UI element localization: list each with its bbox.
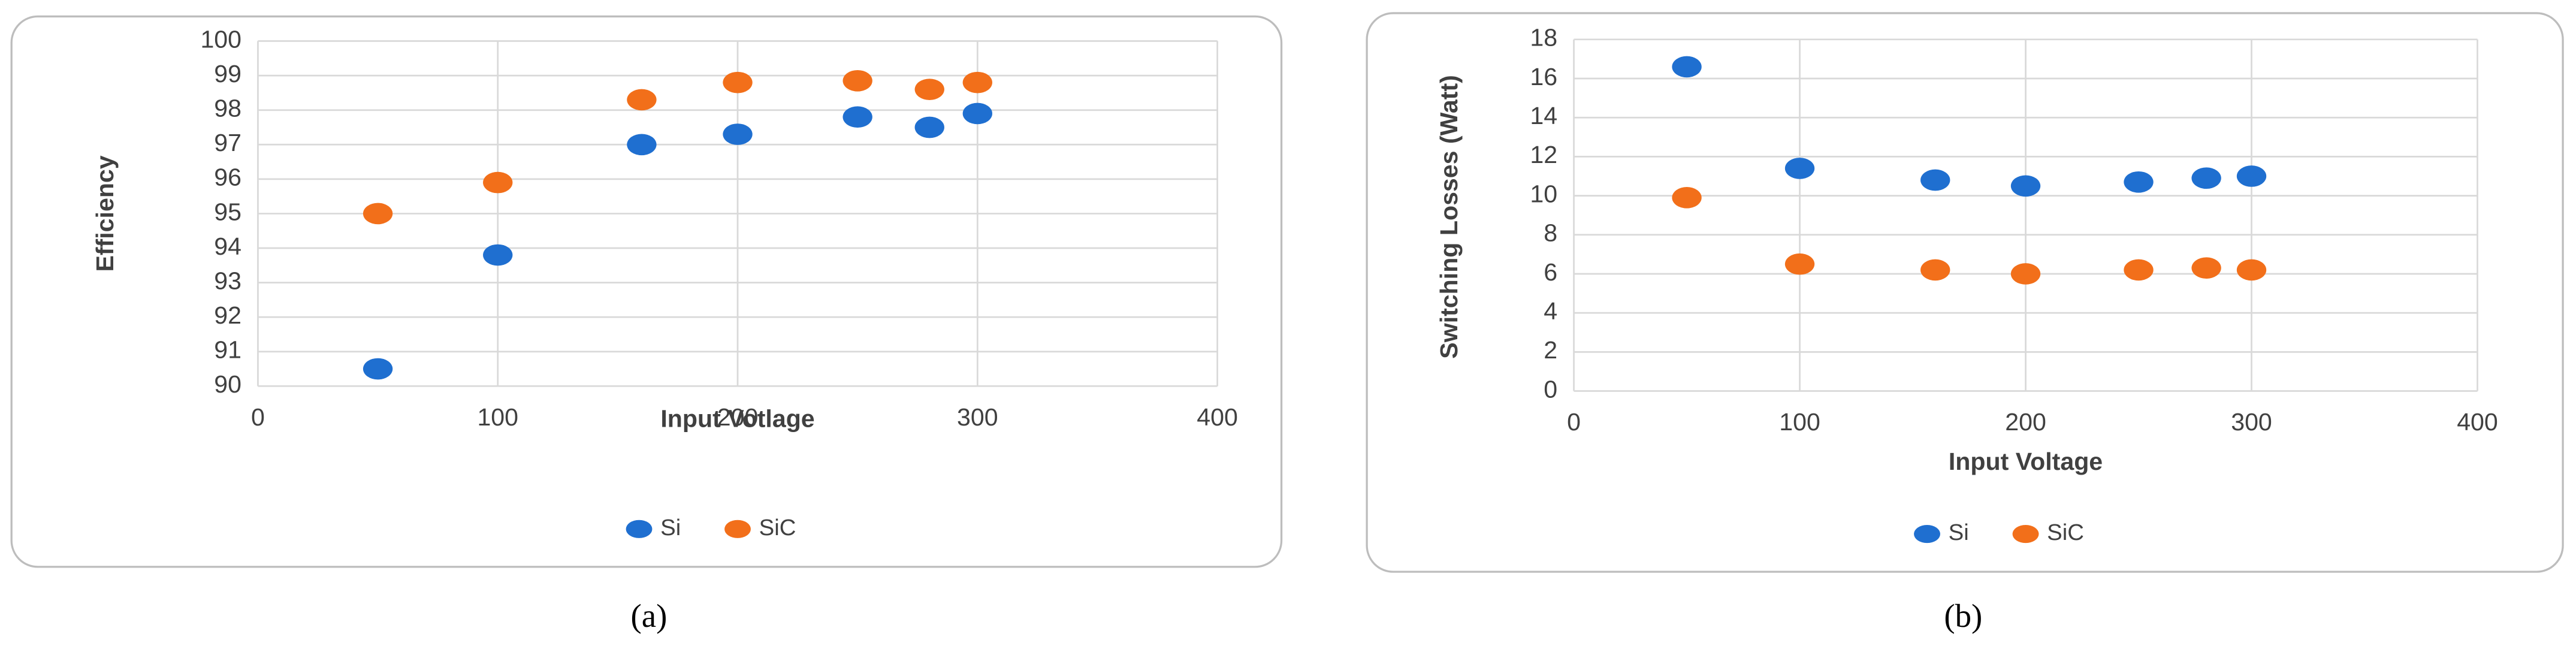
y-tick-label: 90 [214,370,241,398]
y-tick-label: 8 [1544,219,1557,247]
point [627,89,657,111]
chart-frame [10,15,1283,568]
legend-label: SiC [759,515,796,541]
x-tick-label: 100 [1779,408,1820,436]
x-tick-label: 100 [477,403,518,431]
point [627,134,657,156]
point [2191,257,2221,279]
x-tick-label: 0 [251,403,265,431]
point [1784,253,1815,275]
legend-label: SiC [2047,520,2084,545]
chart-frame [1366,12,2564,573]
y-tick-label: 6 [1544,258,1557,286]
x-tick-label: 400 [1197,403,1238,431]
legend-marker [626,520,653,538]
y-tick-label: 18 [1530,24,1557,52]
x-tick-label: 300 [957,403,998,431]
point [363,203,393,225]
y-tick-label: 97 [214,129,241,156]
point [1672,187,1702,209]
point [483,171,513,194]
y-tick-label: 10 [1530,180,1557,207]
point [2124,171,2154,193]
point [2236,165,2267,187]
y-tick-label: 94 [214,233,241,260]
point [723,71,753,93]
x-tick-label: 300 [2231,408,2272,436]
y-tick-label: 0 [1544,375,1557,403]
y-tick-label: 2 [1544,336,1557,364]
point [1920,259,1950,281]
legend-label: Si [660,515,681,541]
point [962,71,992,93]
point [914,79,944,100]
point [2236,259,2267,281]
y-axis-title: Switching Losses (Watt) [1435,75,1463,359]
y-tick-label: 16 [1530,63,1557,90]
x-tick-label: 200 [717,403,759,431]
x-tick-label: 0 [1567,408,1581,436]
legend-marker [2012,524,2039,544]
point [723,123,753,145]
legend-marker [1914,524,1940,544]
point [1672,56,1702,78]
y-tick-label: 14 [1530,102,1557,129]
point [914,116,944,138]
y-tick-label: 92 [214,301,241,329]
y-tick-label: 91 [214,336,241,364]
y-tick-label: 4 [1544,297,1557,325]
caption: (a) [631,597,668,634]
y-tick-label: 98 [214,95,241,122]
point [2124,259,2154,281]
y-tick-label: 100 [200,25,241,53]
point [842,106,872,128]
point [842,70,872,92]
legend-marker [724,520,751,538]
y-tick-label: 95 [214,198,241,225]
x-tick-label: 400 [2457,408,2498,436]
point [1920,169,1950,191]
y-tick-label: 12 [1530,141,1557,168]
point [2010,175,2041,197]
x-tick-label: 200 [2005,408,2046,436]
x-axis-title: Input Votlage [660,405,814,433]
point [2191,167,2221,189]
point [363,358,393,380]
y-tick-label: 99 [214,60,241,87]
point [962,102,992,125]
point [1784,158,1815,179]
chart: 90 91 92 93 94 95 96 97 98 99 100 0 100 200 300 400 Inpu… [10,15,1283,634]
y-axis-title: Efficiency [91,155,119,271]
caption: (b) [1944,597,1982,634]
y-tick-label: 96 [214,164,241,191]
chart: 0 2 4 6 8 10 12 14 16 18 0 100 200 300 400 Input Voltag… [1366,12,2564,634]
point [2010,263,2041,285]
point [483,244,513,266]
y-tick-label: 93 [214,267,241,294]
x-axis-title: Input Voltage [1949,448,2103,475]
legend-label: Si [1949,520,1969,545]
